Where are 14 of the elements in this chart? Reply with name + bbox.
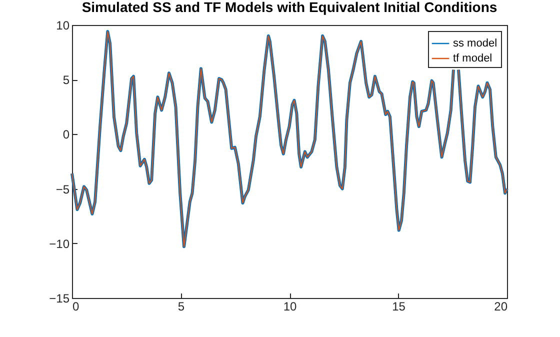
- y-tick-label: −15: [49, 292, 70, 306]
- y-tick-label: 10: [56, 18, 70, 32]
- legend-label: ss model: [453, 38, 498, 50]
- y-tick-label: −10: [49, 236, 70, 251]
- y-tick-label: 5: [62, 73, 70, 88]
- x-tick-label: 0: [72, 300, 80, 314]
- x-tick-label: 20: [494, 300, 508, 314]
- x-tick-label: 10: [283, 300, 297, 314]
- x-tick-label: 15: [392, 300, 406, 314]
- y-tick-label: 0: [62, 128, 70, 142]
- chart-title: Simulated SS and TF Models with Equivalent Initial Conditions: [82, 0, 498, 15]
- y-tick-label: −5: [56, 182, 70, 196]
- legend-label: tf model: [453, 52, 492, 64]
- x-tick-label: 5: [178, 300, 185, 314]
